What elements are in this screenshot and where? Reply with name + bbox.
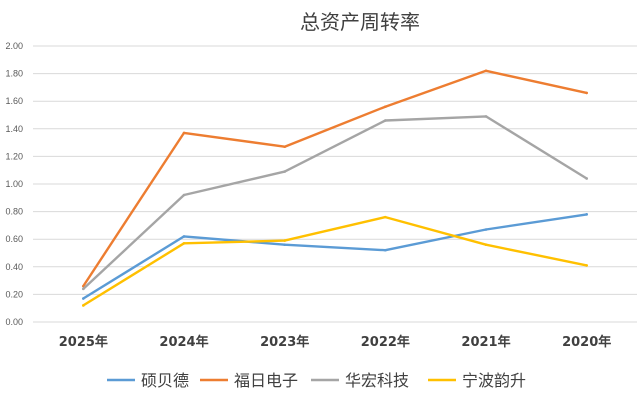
data-point [82,287,85,291]
data-point [384,119,387,122]
series-line-3 [82,215,588,307]
data-point [182,235,186,238]
x-tick-label: 2025年 [59,334,108,350]
data-point [283,239,286,242]
data-point [182,131,186,135]
y-tick-label: 1.20 [5,151,23,161]
data-point [182,193,186,197]
x-tick-label: 2020年 [562,334,611,350]
data-point [484,228,488,231]
series-lines [82,69,588,307]
y-tick-label: 0.80 [5,207,23,217]
data-point [585,177,588,180]
series-line-2 [82,115,588,291]
data-point [384,215,387,219]
x-tick-label: 2022年 [361,334,410,350]
legend-label: 华宏科技 [345,371,409,390]
data-point [484,243,488,247]
data-point [82,297,85,300]
data-point [283,170,286,173]
data-point [384,248,387,252]
x-axis-ticks: 2025年 2024年 2023年 2022年 2021年 2020年 [59,334,612,350]
y-tick-label: 0.00 [5,317,23,327]
data-point [484,115,488,118]
data-point [182,242,186,245]
data-point [484,69,488,73]
y-tick-label: 0.40 [5,262,23,272]
y-axis-ticks: 0.00 0.20 0.40 0.60 0.80 1.00 1.20 1.40 1.60 1.80… [5,41,23,327]
legend-label: 宁波韵升 [462,371,526,390]
data-point [283,243,286,247]
legend: 硕贝德 福日电子 华宏科技 宁波韵升 [107,371,526,390]
y-tick-label: 0.20 [5,289,23,299]
series-line-1 [82,69,588,288]
legend-label: 硕贝德 [141,371,189,390]
legend-label: 福日电子 [234,371,298,390]
y-tick-label: 1.60 [5,96,23,106]
y-tick-label: 1.80 [5,69,23,79]
x-tick-label: 2023年 [260,334,309,350]
data-point [283,145,286,149]
chart-title: 总资产周转率 [300,10,420,34]
series-line-0 [82,213,588,300]
y-tick-label: 1.40 [5,124,23,134]
x-tick-label: 2024年 [159,334,208,350]
data-point [82,304,85,307]
data-point [384,105,387,109]
y-tick-label: 2.00 [5,41,23,51]
data-point [585,264,588,267]
x-tick-label: 2021年 [461,334,510,350]
y-tick-label: 1.00 [5,179,23,189]
y-tick-label: 0.60 [5,234,23,244]
data-point [585,91,588,95]
data-point [585,213,588,216]
